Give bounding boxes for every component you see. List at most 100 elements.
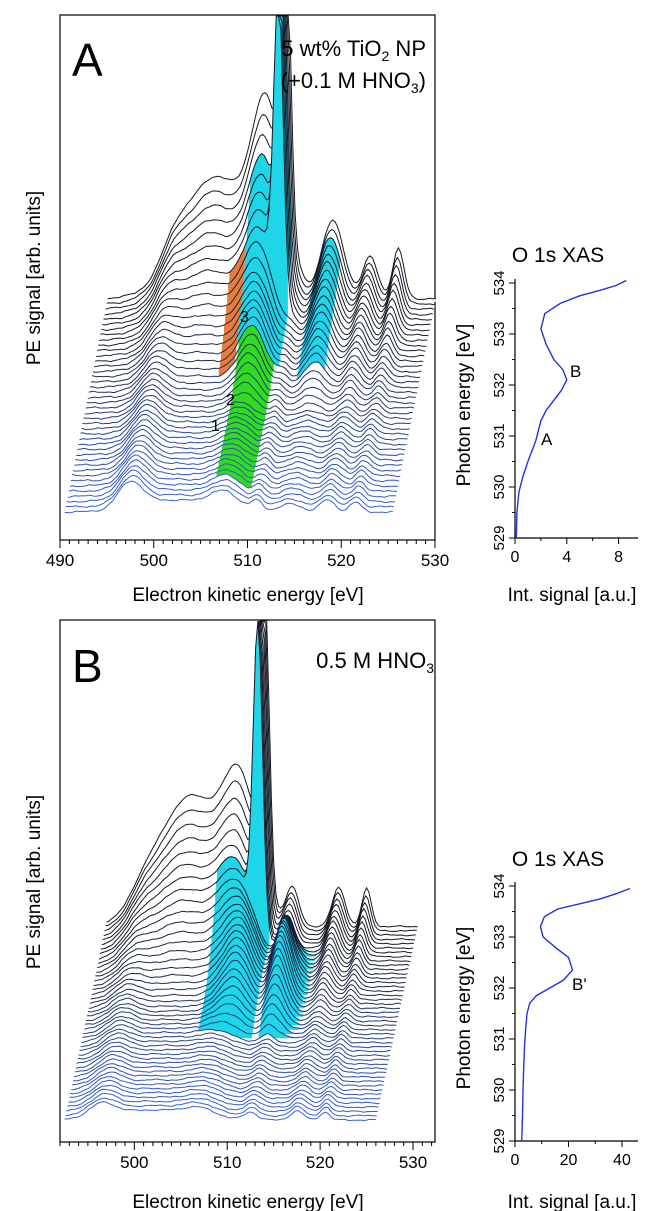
trace-fill (64, 1101, 376, 1123)
panel-b-waterfall (64, 619, 418, 1123)
spectrum-trace (72, 1066, 384, 1087)
spectrum-trace (78, 1037, 390, 1057)
xas-inset-b: O 1s XAS Photon energy [eV] Int. signal … (454, 848, 638, 1211)
xas-y-tick-label: 532 (491, 975, 508, 1000)
spectrum-trace (69, 454, 399, 488)
spectrum-trace (65, 474, 394, 508)
spectrum-trace (95, 290, 424, 363)
xas-spectrum-line (521, 887, 631, 1142)
xas-b-title: O 1s XAS (512, 848, 604, 871)
panel-a-waterfall (64, 15, 436, 515)
x-tick-label: 530 (421, 551, 449, 570)
spectrum-trace (66, 469, 395, 504)
xas-y-tick-label: 532 (491, 372, 508, 397)
spectrum-trace (64, 480, 393, 514)
xas-x-tick-label: 0 (511, 1152, 520, 1169)
spectrum-trace (96, 903, 408, 976)
panel-b-xaxis: 500 510 520 530 (59, 1142, 433, 1172)
spectrum-trace (96, 280, 425, 358)
spectrum-trace (70, 1076, 382, 1096)
panel-b-ylabel: PE signal [arb. units] (24, 795, 45, 969)
xas-x-tick-label: 4 (562, 549, 571, 566)
spectrum-trace (76, 424, 405, 457)
xas-spectrum-line (515, 279, 627, 539)
spectrum-trace (97, 887, 410, 967)
xas-a-annotation-a: A (541, 430, 553, 449)
xas-y-tick-label: 530 (491, 474, 508, 499)
spectrum-trace (95, 910, 407, 980)
spectrum-trace (85, 372, 414, 410)
spectrum-trace (91, 934, 403, 997)
xas-a-xlabel: Int. signal [a.u.] (508, 585, 637, 606)
panel-a-sample-line2: (+0.1 M HNO3) (281, 68, 426, 96)
spectrum-trace (77, 1041, 389, 1062)
xas-x-tick-label: 20 (560, 1152, 578, 1169)
spectrum-trace (67, 465, 397, 498)
spectrum-trace (103, 15, 432, 321)
x-tick-label: 490 (46, 551, 74, 570)
spectrum-trace (82, 1019, 394, 1040)
xas-b-annotation-bprime: B' (572, 975, 587, 994)
spectrum-trace (75, 1050, 388, 1070)
xas-x-tick-label: 8 (614, 549, 623, 566)
spectrum-trace (107, 15, 436, 301)
xas-a-ylabel: Photon energy [eV] (454, 324, 475, 487)
spectrum-trace (88, 954, 401, 1010)
spectrum-trace (73, 1058, 386, 1079)
spectrum-trace (71, 1071, 383, 1092)
peak-label-3: 3 (240, 309, 249, 326)
x-tick-label: 520 (327, 551, 355, 570)
spectrum-trace (93, 924, 405, 989)
panel-b-xlabel: Electron kinetic energy [eV] (132, 1192, 363, 1211)
panel-b-sample-line1: 0.5 M HNO3 (316, 648, 434, 676)
spectrum-trace (90, 940, 402, 1001)
spectrum-trace (72, 1063, 385, 1083)
spectrum-trace (76, 1045, 388, 1066)
panel-a-ylabel: PE signal [arb. units] (24, 191, 45, 365)
spectrum-trace (102, 15, 431, 327)
spectrum-trace (69, 1079, 381, 1100)
x-tick-label: 510 (233, 551, 261, 570)
spectrum-trace (65, 1097, 377, 1118)
panel-b-frame (59, 619, 436, 1143)
spectrum-trace (71, 444, 401, 478)
spectrum-trace (77, 419, 406, 451)
spectrum-trace (99, 620, 412, 958)
xas-y-tick-label: 529 (491, 525, 508, 550)
spectrum-trace (78, 413, 407, 446)
xas-y-tick-label: 531 (491, 423, 508, 448)
spectrum-trace (80, 403, 409, 436)
spectrum-trace (94, 916, 406, 984)
spectrum-trace (99, 240, 428, 342)
panel-a-letter: A (72, 34, 103, 86)
xas-x-tick-label: 40 (613, 1152, 631, 1169)
spectrum-trace (98, 257, 427, 347)
xas-a-annotation-b: B (570, 362, 581, 381)
spectrum-trace (87, 973, 399, 1018)
x-tick-label: 500 (120, 1153, 148, 1172)
xas-y-tick-label: 531 (491, 1026, 508, 1051)
xas-y-tick-label: 533 (491, 321, 508, 346)
spectrum-trace (74, 434, 403, 467)
spectrum-trace (74, 1053, 387, 1074)
xas-x-tick-label: 0 (511, 549, 520, 566)
spectrum-trace (72, 440, 402, 472)
spectrum-trace (97, 271, 426, 352)
spectrum-trace (97, 895, 409, 971)
trace-fill (64, 481, 393, 515)
spectrum-trace (75, 428, 404, 462)
spectrum-trace (106, 15, 435, 306)
panel-a-xaxis: 490 500 510 520 530 (46, 540, 449, 570)
spectrum-trace (91, 316, 421, 379)
spectrum-trace (92, 306, 422, 373)
spectrum-trace (82, 394, 411, 426)
spectrum-trace (84, 1003, 396, 1031)
panel-b: B 0.5 M HNO3 PE signal [arb. units] 500 5… (24, 619, 436, 1211)
panel-a-sample-line1: 5 wt% TiO2 NP (281, 36, 426, 64)
spectrum-trace (87, 964, 400, 1014)
spectrum-trace (81, 1024, 393, 1044)
spectrum-trace (83, 388, 412, 420)
spectrum-trace (100, 15, 429, 337)
xas-a-title: O 1s XAS (512, 244, 604, 267)
